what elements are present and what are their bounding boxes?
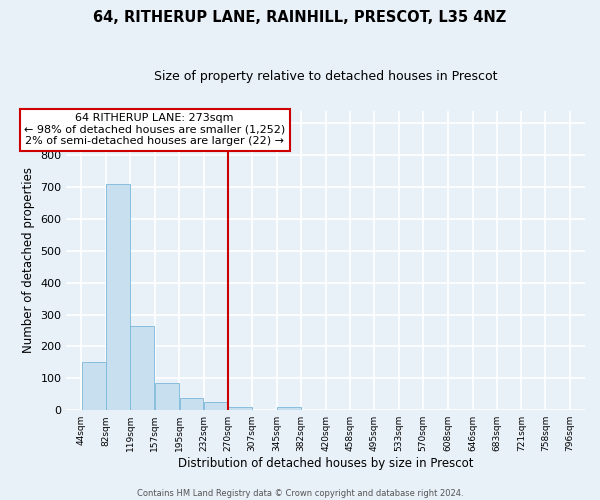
Bar <box>155 383 179 410</box>
Bar <box>106 184 130 410</box>
Text: 64, RITHERUP LANE, RAINHILL, PRESCOT, L35 4NZ: 64, RITHERUP LANE, RAINHILL, PRESCOT, L3… <box>94 10 506 25</box>
Bar <box>204 402 228 410</box>
Bar <box>277 407 301 410</box>
Text: Contains HM Land Registry data © Crown copyright and database right 2024.: Contains HM Land Registry data © Crown c… <box>137 488 463 498</box>
Bar <box>82 362 106 410</box>
Title: Size of property relative to detached houses in Prescot: Size of property relative to detached ho… <box>154 70 497 83</box>
X-axis label: Distribution of detached houses by size in Prescot: Distribution of detached houses by size … <box>178 457 473 470</box>
Text: 64 RITHERUP LANE: 273sqm
← 98% of detached houses are smaller (1,252)
2% of semi: 64 RITHERUP LANE: 273sqm ← 98% of detach… <box>24 113 286 146</box>
Bar <box>229 407 252 410</box>
Bar <box>179 398 203 410</box>
Y-axis label: Number of detached properties: Number of detached properties <box>22 168 35 354</box>
Bar <box>130 326 154 410</box>
